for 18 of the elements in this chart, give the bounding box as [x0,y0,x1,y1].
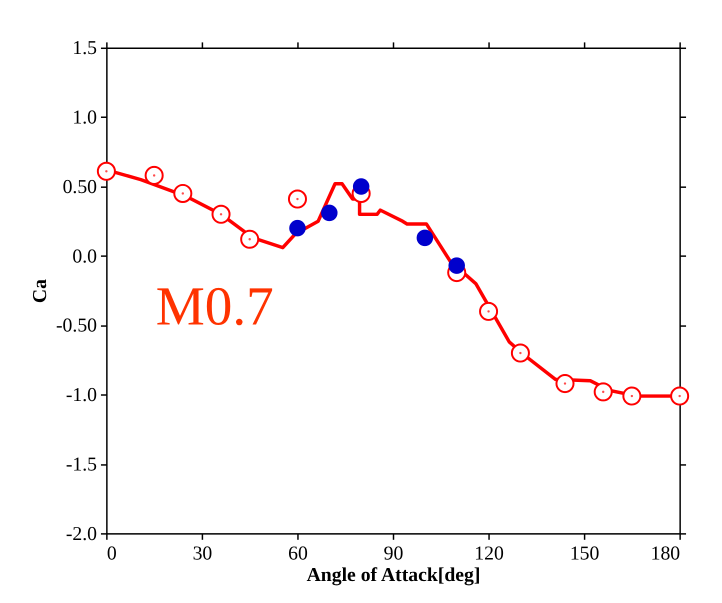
y-tick-label: 0.50 [62,176,98,198]
y-tick-label: -0.50 [56,314,98,337]
x-tick-label: 120 [474,542,504,564]
y-tick-label: 0.0 [72,245,98,268]
x-axis-title: Angle of Attack[deg] [306,564,480,586]
y-tick-label: 1.5 [72,37,98,60]
x-tick-label: 30 [192,542,212,564]
x-tick-label: 0 [106,542,117,564]
y-tick-label: -1.5 [66,453,98,476]
y-tick-label: 1.0 [72,106,98,129]
annotation: M0.7 [156,276,274,337]
x-tick-label: 90 [384,542,404,564]
y-tick-label: -2.0 [66,522,98,545]
x-tick-label: 180 [650,542,680,564]
x-tick-label: 60 [288,542,308,564]
y-tick-label: -1.0 [66,384,98,406]
y-axis-title: Ca [29,278,52,304]
x-tick-label: 150 [570,542,600,564]
